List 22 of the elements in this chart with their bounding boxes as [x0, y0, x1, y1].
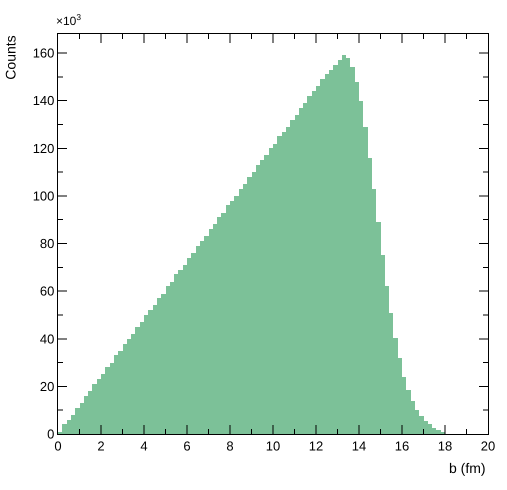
x-tick-label: 14: [352, 438, 366, 454]
y-tick-label: 0: [47, 426, 54, 442]
y-tick-label: 140: [32, 93, 54, 108]
x-tick-label: 20: [480, 438, 496, 454]
y-tick-label: 120: [32, 140, 54, 156]
x-tick-label: 2: [97, 438, 105, 454]
x-tick-label: 8: [226, 438, 234, 454]
x-tick-label: 6: [183, 438, 191, 454]
y-axis-title: Counts: [2, 35, 19, 80]
x-tick-label: 12: [308, 438, 324, 454]
y-tick-label: 40: [40, 331, 54, 346]
y-tick-label: 60: [40, 284, 54, 299]
x-tick-label: 4: [140, 438, 148, 454]
text: ×10$^{3}$: [56, 12, 82, 28]
y-tick-label: 20: [40, 378, 54, 394]
x-tick-label: 16: [394, 438, 410, 454]
y-tick-label: 80: [40, 236, 54, 252]
x-tick-label: 10: [266, 438, 280, 454]
y-tick-label: 160: [32, 46, 54, 61]
x-axis-title: b (fm): [449, 460, 486, 476]
y-tick-label: 100: [32, 188, 54, 204]
x-tick-label: 18: [438, 438, 452, 454]
